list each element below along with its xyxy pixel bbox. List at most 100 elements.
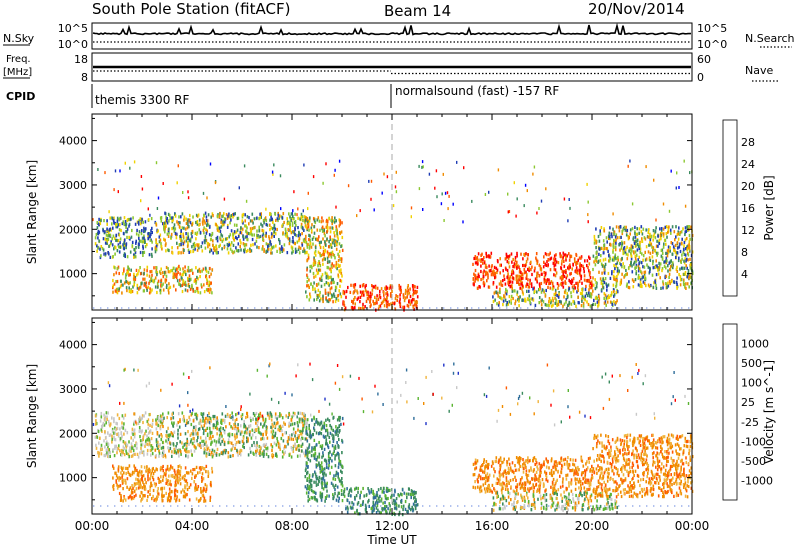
echo-cell [173, 430, 176, 434]
echo-cell [653, 232, 656, 236]
echo-cell [119, 217, 121, 221]
echo-cell [487, 285, 490, 289]
echo-cell [195, 237, 197, 241]
echo-cell [567, 294, 569, 298]
echo-cell [580, 274, 583, 278]
echo-cell [290, 245, 293, 249]
echo-cell [165, 430, 168, 434]
echo-cell [106, 417, 108, 421]
echo-cell [526, 257, 529, 261]
echo-cell [239, 238, 241, 243]
echo-cell [191, 230, 193, 234]
echo-cell [520, 279, 522, 283]
echo-cell [156, 281, 159, 285]
echo-cell [235, 429, 238, 433]
echo-cell [113, 437, 116, 441]
echo-cell [189, 440, 192, 444]
echo-cell [133, 274, 135, 279]
echo-cell [161, 453, 164, 458]
sparse-echo [442, 172, 444, 176]
echo-cell [605, 297, 607, 301]
echo-cell [308, 238, 310, 242]
echo-cell [333, 495, 335, 499]
echo-cell [334, 488, 336, 492]
echo-cell [236, 427, 239, 431]
echo-cell [167, 270, 170, 274]
echo-cell [334, 216, 336, 220]
echo-cell [201, 269, 203, 273]
echo-cell [384, 286, 386, 290]
echo-cell [557, 261, 560, 265]
echo-cell [521, 281, 523, 285]
echo-cell [340, 257, 343, 261]
echo-cell [213, 449, 216, 453]
echo-cell [588, 273, 591, 277]
echo-cell [131, 472, 134, 476]
echo-cell [137, 272, 139, 276]
echo-cell [288, 413, 291, 417]
echo-cell [634, 257, 637, 261]
echo-cell [240, 248, 242, 252]
echo-cell [245, 230, 248, 234]
echo-cell [540, 268, 543, 272]
echo-cell [335, 297, 338, 301]
echo-cell [243, 248, 245, 252]
echo-cell [520, 252, 522, 256]
echo-cell [539, 284, 541, 288]
echo-cell [134, 275, 137, 280]
echo-cell [589, 292, 592, 296]
echo-cell [685, 282, 687, 286]
echo-cell [225, 449, 227, 453]
echo-cell [249, 450, 252, 454]
echo-cell [138, 242, 140, 247]
echo-cell [177, 468, 179, 472]
echo-cell [511, 260, 513, 264]
echo-cell [332, 493, 334, 497]
echo-cell [115, 271, 118, 275]
echo-cell [187, 218, 189, 222]
echo-cell [204, 416, 207, 421]
echo-cell [234, 427, 236, 431]
echo-cell [334, 240, 337, 244]
echo-cell [333, 253, 336, 258]
echo-cell [156, 489, 159, 494]
echo-cell [307, 222, 310, 226]
echo-cell [584, 294, 587, 298]
echo-cell [185, 221, 188, 225]
echo-cell [476, 256, 479, 260]
echo-cell [292, 437, 295, 441]
echo-cell [330, 269, 332, 273]
echo-cell [152, 279, 154, 283]
echo-cell [118, 475, 121, 480]
echo-cell [522, 257, 524, 261]
echo-cell [506, 289, 508, 293]
echo-cell [540, 290, 543, 294]
echo-cell [313, 251, 316, 255]
echo-cell [327, 226, 329, 230]
echo-cell [684, 271, 687, 275]
echo-cell [113, 417, 115, 421]
echo-cell [151, 288, 153, 292]
echo-cell [319, 264, 322, 268]
echo-cell [625, 252, 628, 256]
echo-cell [558, 291, 560, 295]
echo-cell [207, 446, 210, 450]
echo-cell [267, 455, 270, 459]
echo-cell [550, 280, 553, 284]
echo-cell [206, 279, 209, 283]
echo-cell [132, 452, 135, 456]
echo-cell [154, 250, 157, 254]
echo-cell [666, 249, 669, 253]
echo-cell [262, 218, 265, 223]
echo-cell [187, 276, 189, 280]
echo-cell [177, 222, 180, 226]
echo-cell [350, 305, 353, 310]
echo-cell [536, 278, 538, 282]
echo-cell [613, 238, 615, 243]
echo-cell [256, 245, 258, 249]
echo-cell [517, 295, 520, 300]
echo-cell [330, 245, 333, 249]
echo-cell [334, 243, 336, 247]
echo-cell [665, 282, 667, 286]
echo-cell [657, 244, 659, 248]
